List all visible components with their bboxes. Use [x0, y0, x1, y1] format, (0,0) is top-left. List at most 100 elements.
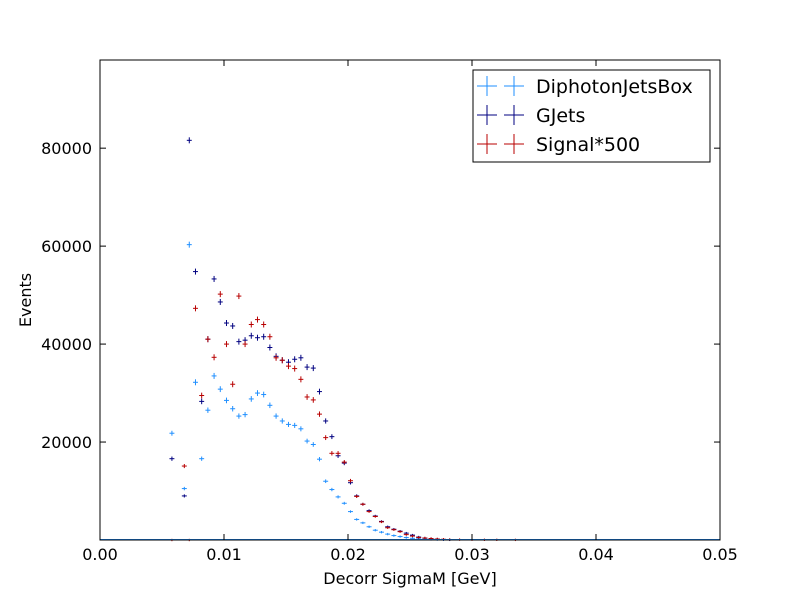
- data-point: [329, 487, 335, 492]
- data-point: [341, 501, 347, 505]
- data-point: [317, 457, 322, 462]
- data-point: [348, 478, 353, 483]
- legend-label: DiphotonJetsBox: [536, 76, 693, 98]
- x-tick-label: 0.05: [702, 545, 738, 564]
- data-point: [181, 486, 187, 491]
- data-point: [186, 241, 192, 248]
- series-gjets: [169, 137, 453, 541]
- data-point: [267, 344, 273, 351]
- data-point: [224, 320, 229, 327]
- axes: 0.00 0.01 0.02 0.03 0.04 0.05 20000 40000 60000 8…: [16, 59, 738, 588]
- plot-frame: [99, 59, 721, 541]
- data-point: [181, 463, 187, 469]
- x-tick-label: 0.03: [454, 545, 490, 564]
- x-tick-label: 0.00: [82, 545, 118, 564]
- data-point: [224, 397, 229, 404]
- data-point: [273, 413, 279, 419]
- data-point: [385, 526, 391, 529]
- data-point: [298, 426, 304, 432]
- data-point: [292, 422, 298, 428]
- legend-entry: DiphotonJetsBox: [477, 76, 693, 98]
- data-point: [341, 460, 347, 465]
- data-point: [391, 534, 397, 537]
- data-point: [372, 515, 378, 518]
- data-point: [397, 530, 403, 533]
- data-point: [217, 386, 223, 393]
- data-point: [416, 536, 422, 539]
- data-point: [403, 533, 409, 536]
- data-point: [211, 372, 217, 379]
- data-point: [273, 354, 279, 361]
- data-point: [317, 388, 322, 395]
- data-point: [286, 363, 291, 370]
- data-point: [267, 333, 273, 340]
- data-point: [230, 406, 236, 412]
- data-point: [255, 334, 260, 341]
- data-point: [199, 398, 205, 405]
- data-point: [298, 376, 304, 383]
- data-point: [255, 316, 260, 323]
- x-axis-title: Decorr SigmaM [GeV]: [323, 569, 496, 588]
- data-point: [181, 494, 187, 498]
- data-point: [298, 354, 304, 361]
- data-point: [403, 536, 409, 539]
- data-point: [199, 392, 205, 399]
- data-point: [348, 510, 353, 513]
- data-point: [372, 529, 378, 532]
- data-point: [211, 275, 217, 282]
- data-point: [329, 451, 335, 456]
- data-point: [379, 530, 384, 534]
- data-point: [169, 430, 175, 436]
- plot-marks: [100, 137, 720, 542]
- data-point: [422, 536, 428, 540]
- data-point: [193, 268, 198, 275]
- data-point: [255, 390, 260, 396]
- x-tick-label: 0.02: [330, 545, 366, 564]
- data-point: [335, 451, 341, 456]
- data-point: [230, 322, 236, 329]
- data-point: [261, 333, 267, 340]
- y-tick-label: 20000: [41, 433, 92, 452]
- data-point: [317, 411, 322, 417]
- data-point: [193, 379, 198, 386]
- data-point: [304, 394, 310, 400]
- data-point: [366, 510, 372, 513]
- data-point: [236, 293, 242, 300]
- data-point: [248, 321, 254, 328]
- data-point: [397, 535, 403, 538]
- data-point: [236, 338, 242, 345]
- data-point: [310, 442, 316, 447]
- y-tick-label: 60000: [41, 237, 92, 256]
- legend-box: [472, 69, 711, 163]
- data-point: [242, 411, 248, 418]
- data-point: [360, 521, 366, 525]
- data-point: [323, 479, 329, 484]
- data-point: [267, 402, 273, 409]
- data-point: [205, 336, 211, 343]
- data-point: [242, 341, 248, 348]
- data-point: [304, 364, 310, 371]
- data-point: [169, 456, 175, 461]
- legend-label: GJets: [536, 105, 585, 127]
- legend: DiphotonJetsBox GJets Signal*500: [472, 69, 711, 163]
- data-point: [230, 381, 236, 388]
- data-point: [323, 418, 329, 424]
- data-point: [292, 365, 298, 372]
- data-point: [186, 137, 192, 144]
- y-tick-label: 80000: [41, 139, 92, 158]
- data-point: [279, 357, 285, 364]
- data-point: [410, 534, 415, 538]
- data-point: [199, 456, 205, 461]
- data-point: [248, 396, 254, 402]
- data-point: [354, 494, 360, 498]
- y-axis-title: Events: [16, 273, 35, 327]
- data-point: [211, 354, 217, 361]
- data-point: [335, 495, 341, 499]
- data-point: [329, 434, 335, 440]
- data-point: [248, 332, 254, 339]
- data-point: [205, 407, 211, 413]
- data-point: [193, 305, 198, 312]
- data-point: [310, 397, 316, 403]
- x-tick-label: 0.04: [578, 545, 614, 564]
